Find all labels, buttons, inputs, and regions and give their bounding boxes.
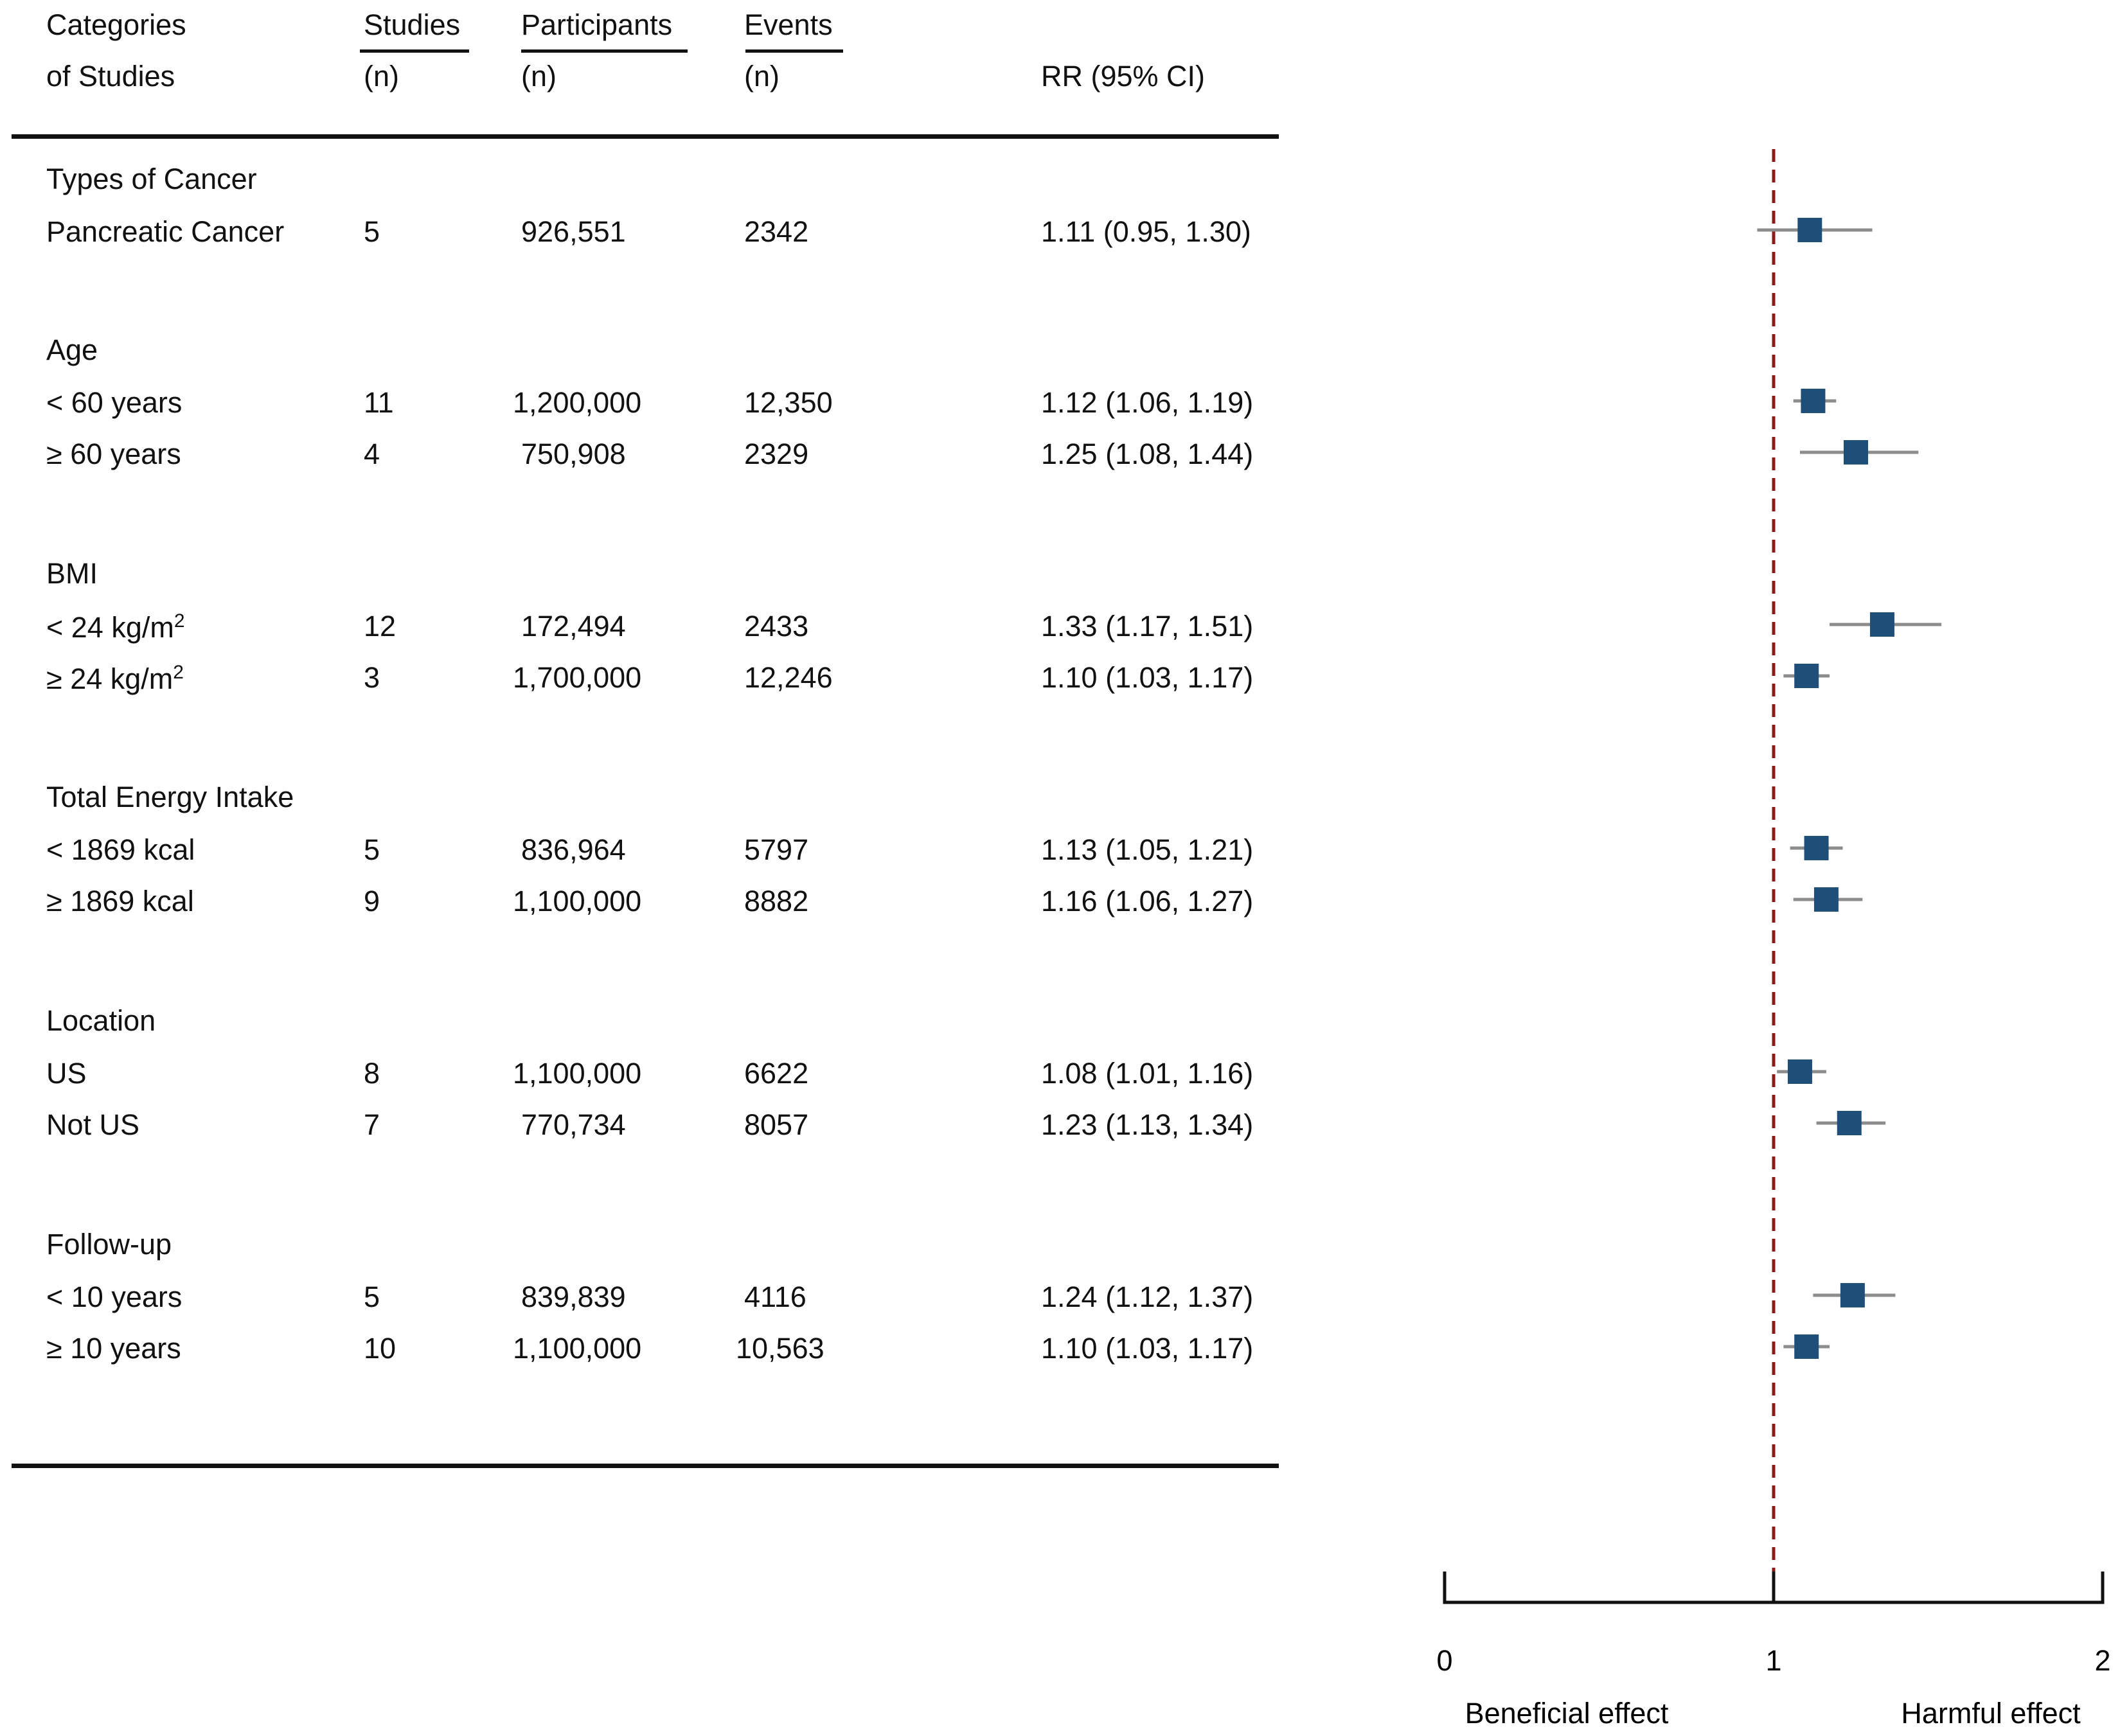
row-participants: 1,700,000 (513, 661, 642, 694)
point-estimate-marker (1804, 836, 1829, 860)
row-rr-ci: 1.11 (0.95, 1.30) (1041, 215, 1251, 248)
header-events-underline (745, 49, 843, 53)
row-studies: 7 (364, 1108, 380, 1141)
row-rr-ci: 1.24 (1.12, 1.37) (1041, 1280, 1254, 1313)
group-title-bmi: BMI (46, 557, 98, 590)
row-label-superscript: 2 (174, 610, 185, 632)
point-estimate-marker (1801, 389, 1826, 413)
row-events: 12,350 (744, 386, 833, 419)
table-bottom-rule (12, 1464, 1279, 1468)
header-events-line1: Events (744, 8, 833, 41)
row-studies: 8 (364, 1057, 380, 1090)
header-participants-underline (521, 49, 688, 53)
row-studies: 11 (364, 386, 394, 419)
row-label: US (46, 1057, 87, 1090)
row-participants: 836,964 (521, 833, 626, 866)
point-estimate-marker (1837, 1111, 1862, 1135)
row-rr-ci: 1.25 (1.08, 1.44) (1041, 438, 1254, 470)
row-events: 8882 (744, 885, 809, 917)
tick-label: 0 (1436, 1644, 1452, 1677)
row-rr-ci: 1.10 (1.03, 1.17) (1041, 661, 1254, 694)
row-studies: 12 (364, 610, 396, 642)
header-studies-underline (360, 49, 469, 53)
row-rr-ci: 1.23 (1.13, 1.34) (1041, 1108, 1254, 1141)
row-label-text: < 24 kg/m (46, 611, 174, 644)
point-estimate-marker (1797, 218, 1822, 242)
row-label-superscript: 2 (173, 662, 184, 683)
group-title-age: Age (46, 333, 98, 366)
header-studies-line2: (n) (364, 60, 399, 93)
header-studies-line1: Studies (364, 8, 461, 41)
row-events: 2329 (744, 438, 809, 470)
row-label: ≥ 1869 kcal (46, 885, 194, 917)
row-studies: 5 (364, 833, 380, 866)
row-participants: 172,494 (521, 610, 626, 642)
row-label: < 1869 kcal (46, 833, 195, 866)
row-events: 2342 (744, 215, 809, 248)
row-label: ≥ 10 years (46, 1332, 181, 1365)
header-participants-line1: Participants (521, 8, 673, 41)
row-studies: 9 (364, 885, 380, 917)
row-label: ≥ 24 kg/m2 (46, 662, 184, 695)
row-studies: 10 (364, 1332, 396, 1365)
row-rr-ci: 1.16 (1.06, 1.27) (1041, 885, 1254, 917)
row-label: Not US (46, 1108, 140, 1141)
group-title-total-energy-intake: Total Energy Intake (46, 781, 294, 813)
header-events-line2: (n) (744, 60, 779, 93)
row-label: ≥ 60 years (46, 438, 181, 470)
point-estimate-marker (1844, 440, 1868, 465)
row-participants: 1,200,000 (513, 386, 642, 419)
row-events: 12,246 (744, 661, 833, 694)
row-participants: 1,100,000 (513, 885, 642, 917)
row-events: 6622 (744, 1057, 809, 1090)
row-events: 2433 (744, 610, 809, 642)
row-events: 8057 (744, 1108, 809, 1141)
point-estimate-marker (1813, 887, 1839, 912)
row-participants: 1,100,000 (513, 1057, 642, 1090)
header-rr-ci: RR (95% CI) (1041, 60, 1206, 93)
row-studies: 5 (364, 215, 380, 248)
row-studies: 4 (364, 438, 380, 470)
row-label: Pancreatic Cancer (46, 215, 285, 248)
table-top-rule (12, 134, 1279, 139)
header-categories-line1: Categories (46, 8, 186, 41)
harmful-effect-label: Harmful effect (1901, 1697, 2081, 1730)
tick-label: 2 (2094, 1644, 2110, 1677)
group-title-location: Location (46, 1004, 156, 1037)
row-studies: 5 (364, 1280, 380, 1313)
beneficial-effect-label: Beneficial effect (1465, 1697, 1669, 1730)
row-participants: 770,734 (521, 1108, 626, 1141)
point-estimate-marker (1794, 664, 1819, 688)
row-rr-ci: 1.13 (1.05, 1.21) (1041, 833, 1254, 866)
row-rr-ci: 1.33 (1.17, 1.51) (1041, 610, 1254, 642)
row-participants: 1,100,000 (513, 1332, 642, 1365)
row-rr-ci: 1.12 (1.06, 1.19) (1041, 386, 1254, 419)
row-participants: 750,908 (521, 438, 626, 470)
x-axis (1443, 1572, 2105, 1604)
group-title-types-of-cancer: Types of Cancer (46, 163, 257, 195)
row-studies: 3 (364, 661, 380, 694)
header-participants-line2: (n) (521, 60, 557, 93)
row-label: < 10 years (46, 1280, 183, 1313)
point-estimate-marker (1787, 1059, 1812, 1084)
point-estimate-marker (1840, 1283, 1865, 1307)
row-label: < 24 kg/m2 (46, 612, 185, 642)
header-categories-line2: of Studies (46, 60, 175, 93)
row-label: < 60 years (46, 386, 183, 419)
row-participants: 926,551 (521, 215, 626, 248)
row-participants: 839,839 (521, 1280, 626, 1313)
row-label-text: ≥ 24 kg/m (46, 662, 174, 695)
row-rr-ci: 1.08 (1.01, 1.16) (1041, 1057, 1254, 1090)
row-events: 10,563 (736, 1332, 824, 1365)
tick-label: 1 (1765, 1644, 1781, 1677)
row-rr-ci: 1.10 (1.03, 1.17) (1041, 1332, 1254, 1365)
point-estimate-marker (1869, 612, 1894, 637)
row-events: 4116 (744, 1280, 806, 1313)
row-events: 5797 (744, 833, 809, 866)
point-estimate-marker (1794, 1334, 1819, 1359)
group-title-follow-up: Follow-up (46, 1228, 172, 1261)
